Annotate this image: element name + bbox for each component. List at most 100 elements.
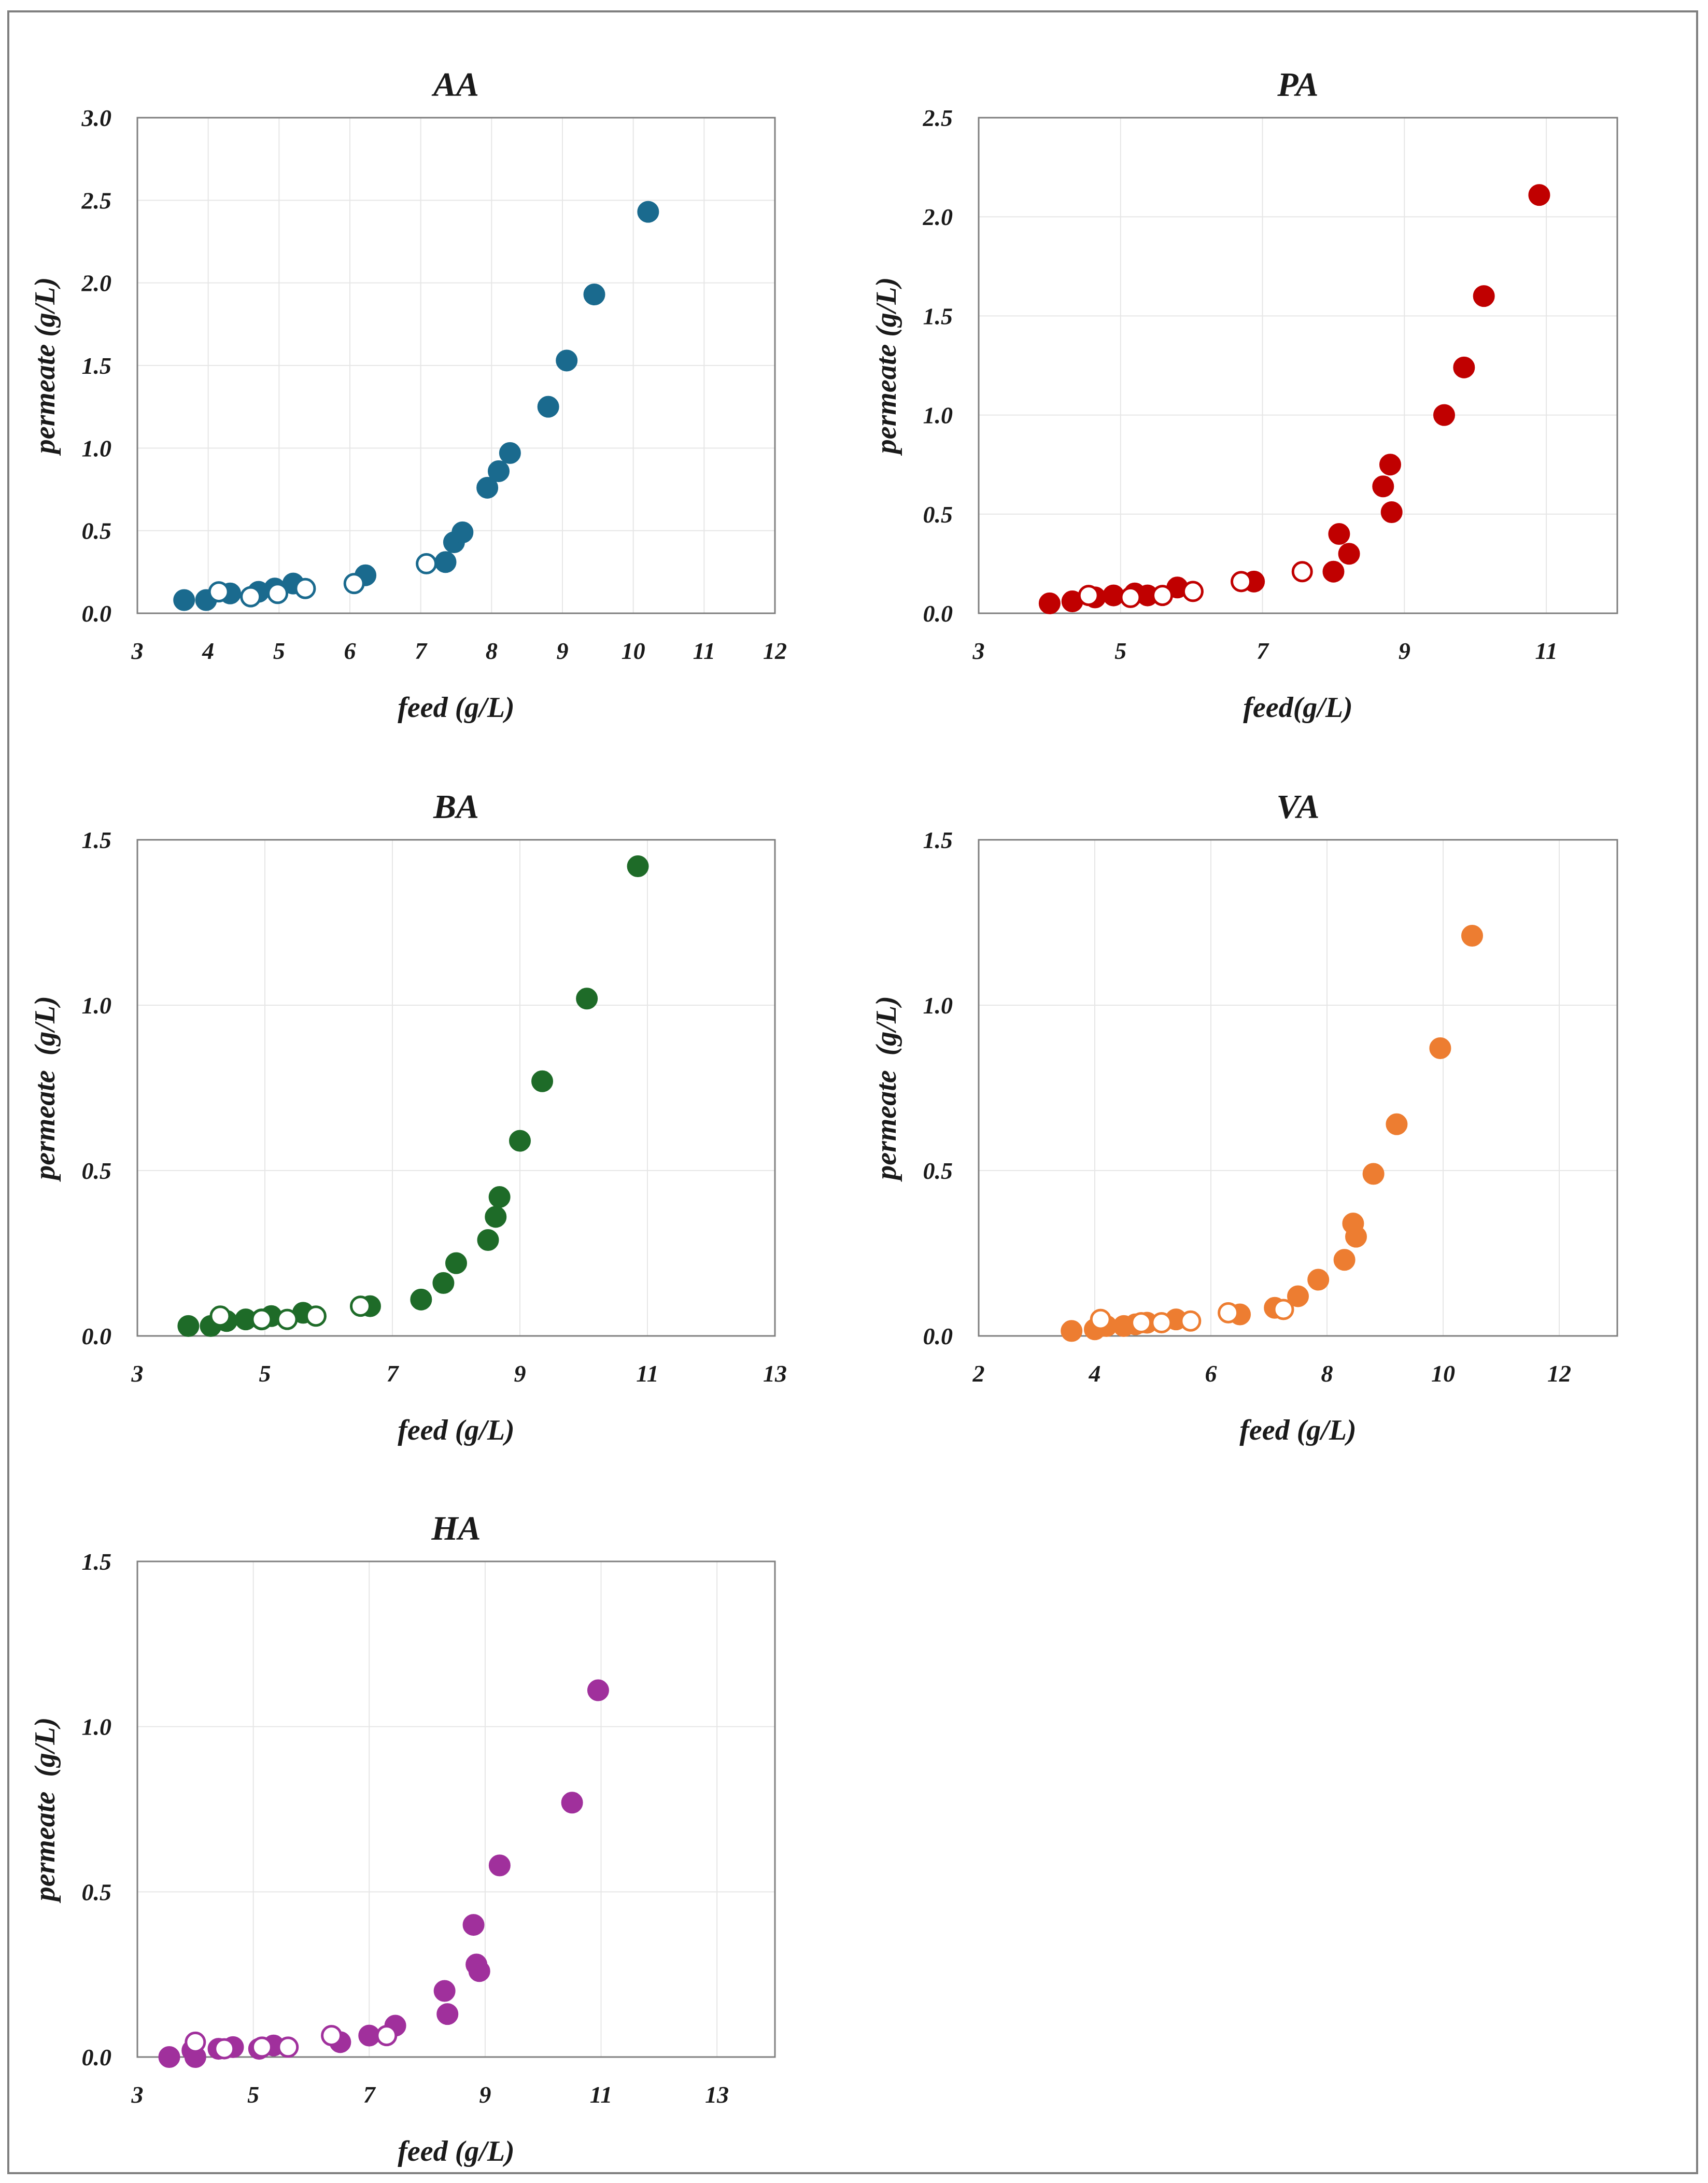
chart-aa: AA 0.0 0.5 1.0 1.5 2.0 2.5 3.0 3 4 5 6 7 8 9 10 11 12 feed… <box>29 66 787 724</box>
aa-x-axis-label: feed (g/L) <box>398 692 514 724</box>
ha-y-axis-label: permeate (g/L) <box>29 1717 61 1904</box>
aa-open-point <box>416 553 437 574</box>
pa-filled-point <box>1338 543 1360 565</box>
aa-y-axis-label: permeate (g/L) <box>29 277 61 456</box>
ba-x-tick-label: 5 <box>259 1360 271 1387</box>
va-open-point <box>1180 1310 1202 1332</box>
ba-filled-point <box>177 1315 200 1337</box>
va-open-point <box>1273 1299 1294 1320</box>
va-filled-point <box>1333 1249 1356 1271</box>
ba-filled-point <box>576 988 598 1010</box>
ha-filled-point <box>433 1980 456 2002</box>
ha-x-tick-label: 3 <box>131 2081 144 2108</box>
ba-x-tick-label: 3 <box>131 1360 144 1387</box>
ba-x-tick-label: 11 <box>636 1360 658 1387</box>
aa-y-tick-label: 0.5 <box>82 518 112 544</box>
pa-x-tick-label: 9 <box>1399 638 1410 664</box>
pa-open-point <box>1152 585 1174 607</box>
va-chart-title: VA <box>1276 788 1319 826</box>
va-x-tick-label: 2 <box>972 1360 985 1387</box>
aa-open-point <box>267 583 289 604</box>
ha-x-tick-label: 13 <box>705 2081 729 2108</box>
aa-chart-title: AA <box>431 66 479 104</box>
pa-open-point <box>1120 586 1141 608</box>
aa-x-tick-label: 11 <box>693 638 715 664</box>
pa-y-tick-label: 2.5 <box>923 105 953 131</box>
va-filled-point <box>1429 1037 1451 1059</box>
ba-x-tick-label: 7 <box>387 1360 400 1387</box>
ba-plot-area <box>136 839 776 1337</box>
ba-filled-point <box>432 1272 455 1294</box>
ha-x-axis-label: feed (g/L) <box>398 2135 514 2167</box>
pa-filled-point <box>1328 523 1350 545</box>
pa-y-tick-label: 1.5 <box>923 303 953 329</box>
ba-filled-point <box>627 855 649 878</box>
ba-x-tick-label: 9 <box>514 1360 526 1387</box>
pa-filled-point <box>1453 356 1475 378</box>
chart-va: VA 0.0 0.5 1.0 1.5 2 4 6 8 10 12 feed (g/L) permeate… <box>870 788 1618 1446</box>
aa-x-tick-label: 7 <box>415 638 428 664</box>
va-filled-point <box>1061 1320 1083 1342</box>
va-y-axis-label: permeate (g/L) <box>870 996 902 1182</box>
ha-x-tick-label: 5 <box>247 2081 259 2108</box>
ba-filled-point <box>485 1206 507 1228</box>
pa-y-tick-label: 1.0 <box>923 402 953 429</box>
aa-x-tick-label: 6 <box>344 638 356 664</box>
ha-open-point <box>214 2038 235 2060</box>
figure-frame <box>7 10 1698 2174</box>
va-open-point <box>1131 1312 1152 1333</box>
ba-filled-point <box>509 1130 531 1152</box>
pa-y-tick-label: 0.5 <box>923 501 953 528</box>
pa-y-tick-label: 2.0 <box>923 204 953 230</box>
ha-filled-point <box>436 2003 459 2025</box>
aa-x-tick-label: 9 <box>557 638 569 664</box>
aa-filled-point <box>476 476 499 499</box>
va-filled-point <box>1362 1163 1385 1185</box>
pa-filled-point <box>1528 184 1550 206</box>
pa-x-tick-label: 7 <box>1257 638 1269 664</box>
chart-ha: HA 0.0 0.5 1.0 1.5 3 5 7 9 11 13 feed (g/L) permeate… <box>29 1510 776 2167</box>
ba-chart-title: BA <box>433 788 479 826</box>
ba-open-point <box>305 1305 327 1327</box>
ba-y-tick-label: 0.0 <box>82 1323 112 1349</box>
va-open-point <box>1090 1308 1111 1330</box>
va-filled-point <box>1345 1226 1367 1248</box>
ba-filled-point <box>477 1229 499 1251</box>
ha-x-tick-label: 7 <box>363 2081 376 2108</box>
pa-filled-point <box>1379 454 1401 476</box>
aa-filled-point <box>434 551 457 573</box>
va-open-point <box>1218 1302 1239 1323</box>
pa-open-point <box>1291 561 1313 583</box>
pa-filled-point <box>1380 501 1403 523</box>
ba-y-tick-label: 1.0 <box>82 992 112 1019</box>
ba-y-tick-label: 0.5 <box>82 1158 112 1184</box>
va-x-tick-label: 10 <box>1431 1360 1455 1387</box>
aa-open-point <box>343 573 365 595</box>
ba-filled-point <box>531 1070 554 1092</box>
ha-open-point <box>251 2036 273 2058</box>
ha-filled-point <box>462 1914 485 1936</box>
aa-x-tick-label: 8 <box>486 638 498 664</box>
pa-filled-point <box>1038 592 1061 614</box>
ba-y-tick-label: 1.5 <box>82 827 112 853</box>
pa-filled-point <box>1473 285 1495 307</box>
ha-y-tick-label: 0.0 <box>82 2044 112 2071</box>
aa-plot-area <box>136 117 776 614</box>
ba-filled-point <box>488 1186 511 1208</box>
ha-open-point <box>185 2031 206 2053</box>
aa-filled-point <box>637 201 659 223</box>
ha-y-tick-label: 1.0 <box>82 1714 112 1740</box>
va-x-axis-label: feed (g/L) <box>1239 1414 1356 1446</box>
ba-x-axis-label: feed (g/L) <box>398 1414 514 1446</box>
aa-y-tick-label: 3.0 <box>81 105 112 131</box>
aa-y-tick-label: 2.5 <box>81 187 112 214</box>
ha-plot-area <box>136 1560 776 2058</box>
pa-open-point <box>1230 571 1252 593</box>
aa-y-tick-label: 1.0 <box>82 435 112 461</box>
pa-y-tick-label: 0.0 <box>923 600 953 627</box>
pa-y-axis-label: permeate (g/L) <box>870 277 902 456</box>
ha-y-tick-label: 1.5 <box>82 1548 112 1575</box>
va-filled-point <box>1461 925 1483 947</box>
ha-open-point <box>321 2025 343 2047</box>
